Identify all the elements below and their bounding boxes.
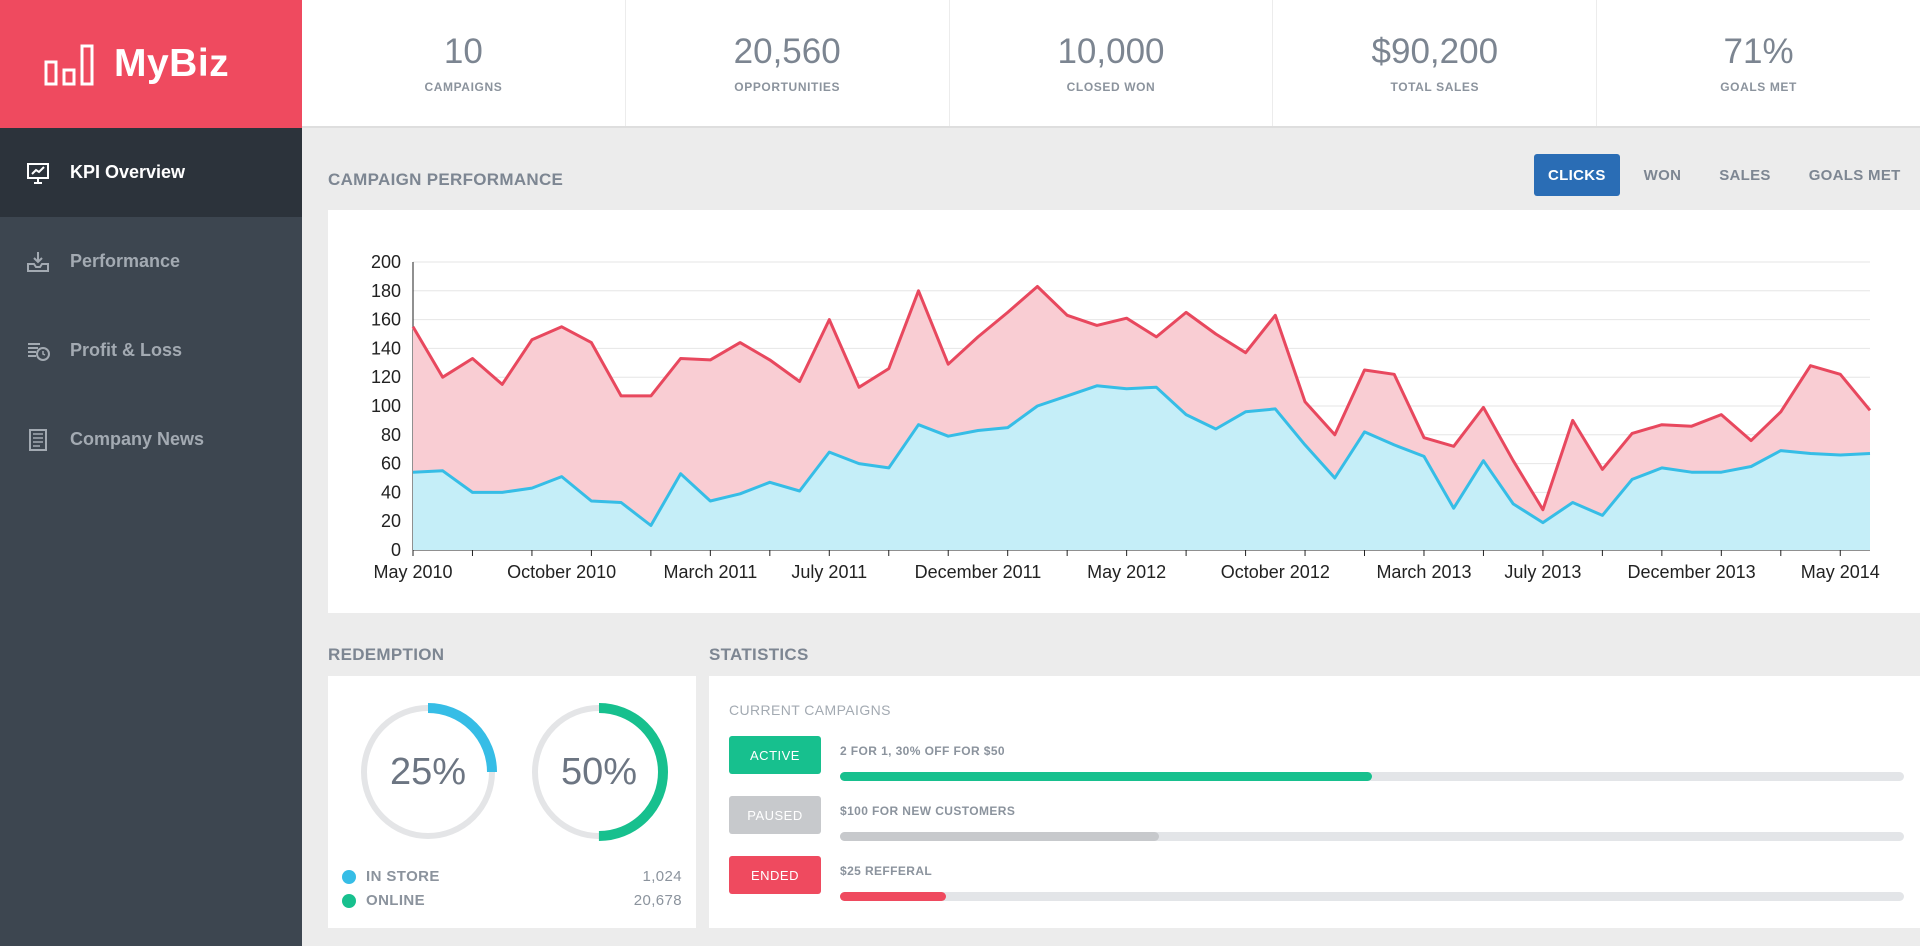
in-store-donut [359, 703, 497, 841]
brand-header[interactable]: MyBiz [0, 0, 302, 128]
x-tick-label: December 2013 [1628, 562, 1756, 582]
kpi-label: CAMPAIGNS [424, 80, 503, 94]
y-tick-label: 40 [381, 482, 401, 502]
presentation-icon [27, 162, 49, 184]
legend-value: 20,678 [633, 892, 682, 909]
x-tick-label: May 2012 [1087, 562, 1166, 582]
campaign-performance-title: CAMPAIGN PERFORMANCE [328, 170, 564, 189]
donut-percent: 25% [389, 750, 467, 793]
sidebar: MyBiz KPI Overview Performance Profit & … [0, 0, 302, 946]
sidebar-item-performance[interactable]: Performance [0, 217, 302, 306]
x-tick-label: May 2014 [1801, 562, 1880, 582]
legend-dot [342, 893, 356, 908]
redemption-title: REDEMPTION [328, 645, 445, 664]
x-tick-label: March 2013 [1376, 562, 1471, 582]
legend-online: ONLINE 20,678 [342, 892, 682, 909]
coin-stack-icon [28, 342, 50, 361]
tab-goals-met[interactable]: GOALS MET [1808, 166, 1901, 184]
status-badge-paused[interactable]: PAUSED [729, 796, 821, 834]
statistics-title: STATISTICS [709, 645, 809, 664]
x-tick-label: July 2013 [1504, 562, 1581, 582]
campaign-name: $25 REFFERAL [840, 864, 933, 878]
donut-arc [359, 703, 497, 841]
redemption-card: 25% 50% IN STORE 1,024 ONLINE 20,678 [328, 676, 696, 928]
kpi-value: 10 [443, 32, 483, 71]
brand-name: MyBiz [114, 42, 230, 85]
sidebar-item-company-news[interactable]: Company News [0, 395, 302, 484]
legend-label: ONLINE [366, 892, 426, 909]
y-tick-label: 180 [371, 281, 401, 301]
y-tick-label: 20 [381, 511, 401, 531]
status-badge-ended[interactable]: ENDED [729, 856, 821, 894]
campaign-name: 2 FOR 1, 30% OFF FOR $50 [840, 744, 1005, 758]
campaign-progress-track [840, 892, 1904, 901]
series-line-upper [411, 285, 1872, 512]
sidebar-item-label: Performance [70, 251, 181, 271]
y-tick-label: 200 [371, 252, 401, 272]
kpi-value: 71% [1723, 32, 1794, 71]
series-area-lower [413, 385, 1870, 550]
sidebar-item-label: Profit & Loss [70, 340, 183, 360]
campaign-progress-fill [840, 832, 1160, 841]
kpi-campaigns: 10 CAMPAIGNS [302, 0, 626, 126]
campaign-name: $100 FOR NEW CUSTOMERS [840, 804, 1016, 818]
x-tick-label: May 2010 [373, 562, 452, 582]
bar-chart-logo-icon [44, 44, 94, 86]
sidebar-item-kpi-overview[interactable]: KPI Overview [0, 128, 302, 217]
donut-arc [530, 703, 668, 841]
y-tick-label: 60 [381, 454, 401, 474]
y-tick-label: 80 [381, 425, 401, 445]
sidebar-item-label: KPI Overview [70, 162, 186, 182]
kpi-label: GOALS MET [1720, 80, 1797, 94]
kpi-goals-met: 71% GOALS MET [1597, 0, 1920, 126]
legend-label: IN STORE [366, 868, 440, 885]
x-tick-label: December 2011 [915, 562, 1042, 582]
kpi-value: 10,000 [1057, 32, 1165, 71]
tab-clicks[interactable]: CLICKS [1534, 154, 1620, 196]
campaign-progress-track [840, 832, 1904, 841]
legend-in-store: IN STORE 1,024 [342, 868, 682, 885]
status-badge-active[interactable]: ACTIVE [729, 736, 821, 774]
online-donut [530, 703, 668, 841]
tab-sales[interactable]: SALES [1719, 166, 1771, 184]
y-tick-label: 160 [371, 310, 401, 330]
legend-dot [342, 869, 356, 884]
x-tick-label: March 2011 [663, 562, 757, 582]
kpi-closed-won: 10,000 CLOSED WON [950, 0, 1274, 126]
sidebar-item-profit-loss[interactable]: Profit & Loss [0, 306, 302, 395]
tab-won[interactable]: WON [1643, 166, 1682, 184]
kpi-bar: 10 CAMPAIGNS 20,560 OPPORTUNITIES 10,000… [302, 0, 1920, 128]
series-line-lower [412, 384, 1871, 527]
kpi-value: $90,200 [1371, 32, 1499, 71]
current-campaigns-heading: CURRENT CAMPAIGNS [729, 702, 891, 718]
kpi-total-sales: $90,200 TOTAL SALES [1273, 0, 1598, 126]
kpi-label: OPPORTUNITIES [734, 80, 841, 94]
y-tick-label: 120 [371, 367, 401, 387]
campaign-progress-fill [840, 772, 1372, 781]
y-tick-label: 100 [371, 396, 401, 416]
sidebar-item-label: Company News [70, 429, 205, 449]
kpi-opportunities: 20,560 OPPORTUNITIES [626, 0, 950, 126]
x-tick-label: July 2011 [791, 562, 867, 582]
x-tick-label: October 2010 [507, 562, 616, 582]
kpi-value: 20,560 [733, 32, 841, 71]
campaign-performance-chart: 0 20 40 60 80 100 120 140 160 180 200 May 2010 Octob… [328, 210, 1920, 613]
chart-tabs: CLICKS WON SALES GOALS MET [1534, 154, 1915, 196]
statistics-card: CURRENT CAMPAIGNS ACTIVE 2 FOR 1, 30% OF… [709, 676, 1920, 928]
kpi-label: TOTAL SALES [1390, 80, 1480, 94]
x-tick-label: October 2012 [1221, 562, 1330, 582]
campaign-progress-track [840, 772, 1904, 781]
newspaper-icon [29, 428, 47, 451]
inbox-download-icon [27, 251, 49, 272]
area-chart: 0 20 40 60 80 100 120 140 160 180 200 May 2010 Octob… [371, 252, 1880, 582]
y-tick-label: 0 [391, 540, 401, 560]
legend-value: 1,024 [642, 868, 682, 885]
campaign-progress-fill [840, 892, 947, 901]
kpi-label: CLOSED WON [1066, 80, 1156, 94]
y-tick-label: 140 [371, 338, 401, 358]
donut-percent: 50% [560, 750, 638, 793]
